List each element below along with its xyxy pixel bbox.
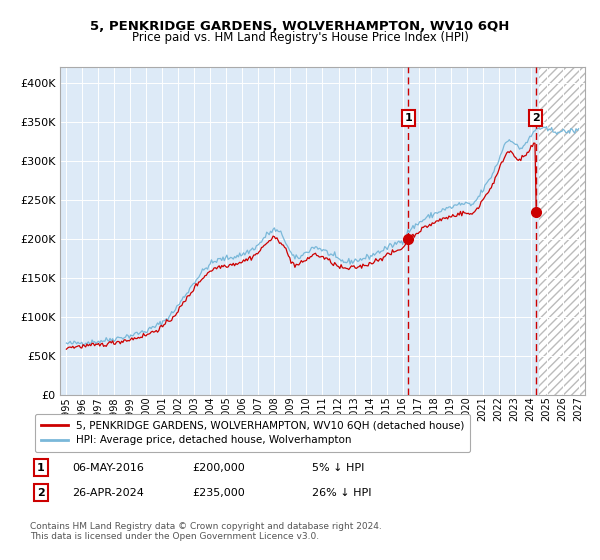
Bar bbox=[539, 67, 585, 395]
Text: 1: 1 bbox=[404, 113, 412, 123]
Text: 1: 1 bbox=[37, 463, 44, 473]
Text: £200,000: £200,000 bbox=[192, 463, 245, 473]
Text: 06-MAY-2016: 06-MAY-2016 bbox=[72, 463, 144, 473]
Legend: 5, PENKRIDGE GARDENS, WOLVERHAMPTON, WV10 6QH (detached house), HPI: Average pri: 5, PENKRIDGE GARDENS, WOLVERHAMPTON, WV1… bbox=[35, 414, 470, 452]
Text: Price paid vs. HM Land Registry's House Price Index (HPI): Price paid vs. HM Land Registry's House … bbox=[131, 31, 469, 44]
Text: 2: 2 bbox=[37, 488, 44, 498]
Bar bbox=[539, 67, 585, 395]
Text: 26% ↓ HPI: 26% ↓ HPI bbox=[312, 488, 371, 498]
Text: Contains HM Land Registry data © Crown copyright and database right 2024.
This d: Contains HM Land Registry data © Crown c… bbox=[30, 522, 382, 542]
Text: 2: 2 bbox=[532, 113, 539, 123]
Bar bbox=[60, 67, 539, 395]
Text: 5% ↓ HPI: 5% ↓ HPI bbox=[312, 463, 364, 473]
Text: £235,000: £235,000 bbox=[192, 488, 245, 498]
Text: 26-APR-2024: 26-APR-2024 bbox=[72, 488, 144, 498]
Text: 5, PENKRIDGE GARDENS, WOLVERHAMPTON, WV10 6QH: 5, PENKRIDGE GARDENS, WOLVERHAMPTON, WV1… bbox=[91, 20, 509, 32]
